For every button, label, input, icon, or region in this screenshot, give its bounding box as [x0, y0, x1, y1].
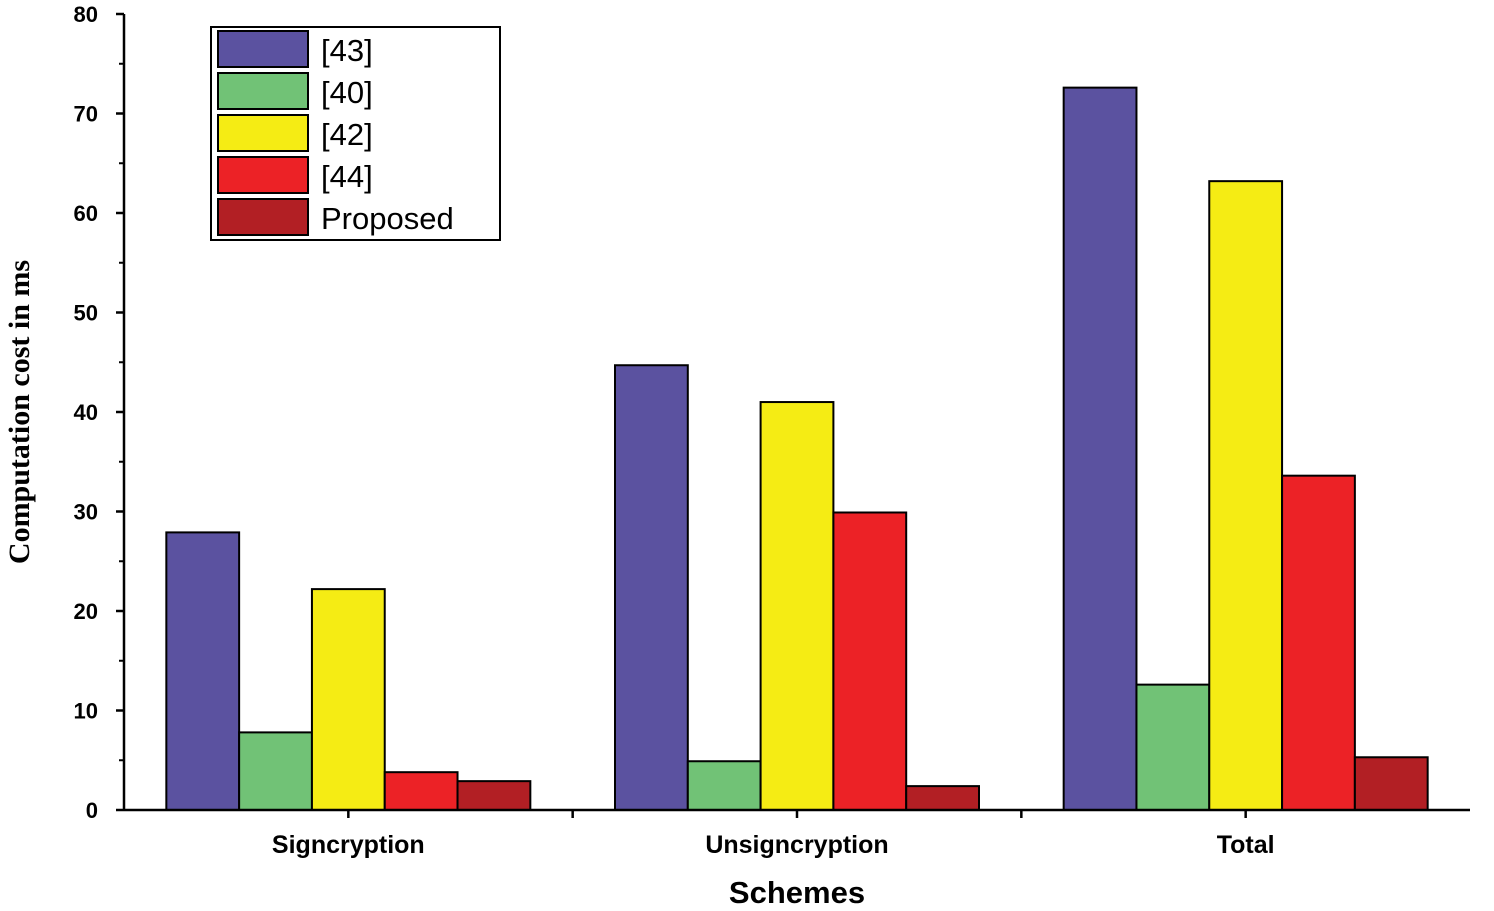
bar-total-proposed — [1353, 756, 1429, 812]
bar-signcryption-43 — [165, 531, 241, 812]
legend-swatch — [217, 114, 309, 152]
y-tick-label: 20 — [74, 599, 98, 624]
y-tick-label: 70 — [74, 102, 98, 127]
legend: [43] [40] [42] [44] Proposed — [210, 26, 501, 241]
y-ticks-group: 0 10 20 30 40 50 60 70 80 — [74, 2, 124, 823]
bar-total-44 — [1281, 474, 1356, 811]
y-axis-title: Computation cost in ms — [3, 260, 36, 564]
legend-label: [40] — [321, 75, 373, 110]
legend-swatch — [217, 30, 309, 68]
bar-total-40 — [1135, 683, 1211, 812]
y-tick-label: 40 — [74, 400, 98, 425]
y-tick-label: 10 — [74, 699, 98, 724]
bar-unsigncryption-40 — [686, 760, 762, 811]
x-tick-label: Unsigncryption — [705, 831, 888, 859]
y-tick-label: 60 — [74, 201, 98, 226]
y-tick-label: 50 — [74, 301, 98, 326]
legend-label: [42] — [321, 117, 373, 152]
legend-swatch — [217, 198, 309, 236]
bar-unsigncryption-42 — [759, 401, 835, 811]
bar-unsigncryption-44 — [832, 511, 908, 811]
bar-total-43 — [1062, 86, 1138, 811]
y-tick-label: 0 — [86, 798, 98, 823]
legend-label: [43] — [321, 33, 373, 68]
bar-unsigncryption-43 — [614, 364, 689, 811]
legend-label: Proposed — [321, 201, 454, 236]
x-tick-label: Total — [1217, 831, 1275, 859]
y-tick-label: 80 — [74, 2, 98, 27]
bar-signcryption-44 — [383, 771, 459, 812]
bars-group — [165, 86, 1429, 812]
x-ticks-group: Signcryption Unsigncryption Total — [272, 810, 1275, 859]
x-axis-title: Schemes — [729, 875, 865, 910]
bar-signcryption-40 — [238, 731, 313, 812]
legend-swatch — [217, 156, 309, 194]
x-tick-label: Signcryption — [272, 831, 425, 859]
bar-signcryption-proposed — [456, 780, 532, 812]
y-tick-label: 30 — [74, 500, 98, 525]
bar-unsigncryption-proposed — [905, 785, 981, 811]
bar-signcryption-42 — [310, 588, 386, 811]
bar-total-42 — [1208, 180, 1284, 812]
legend-swatch — [217, 72, 309, 110]
legend-label: [44] — [321, 159, 373, 194]
